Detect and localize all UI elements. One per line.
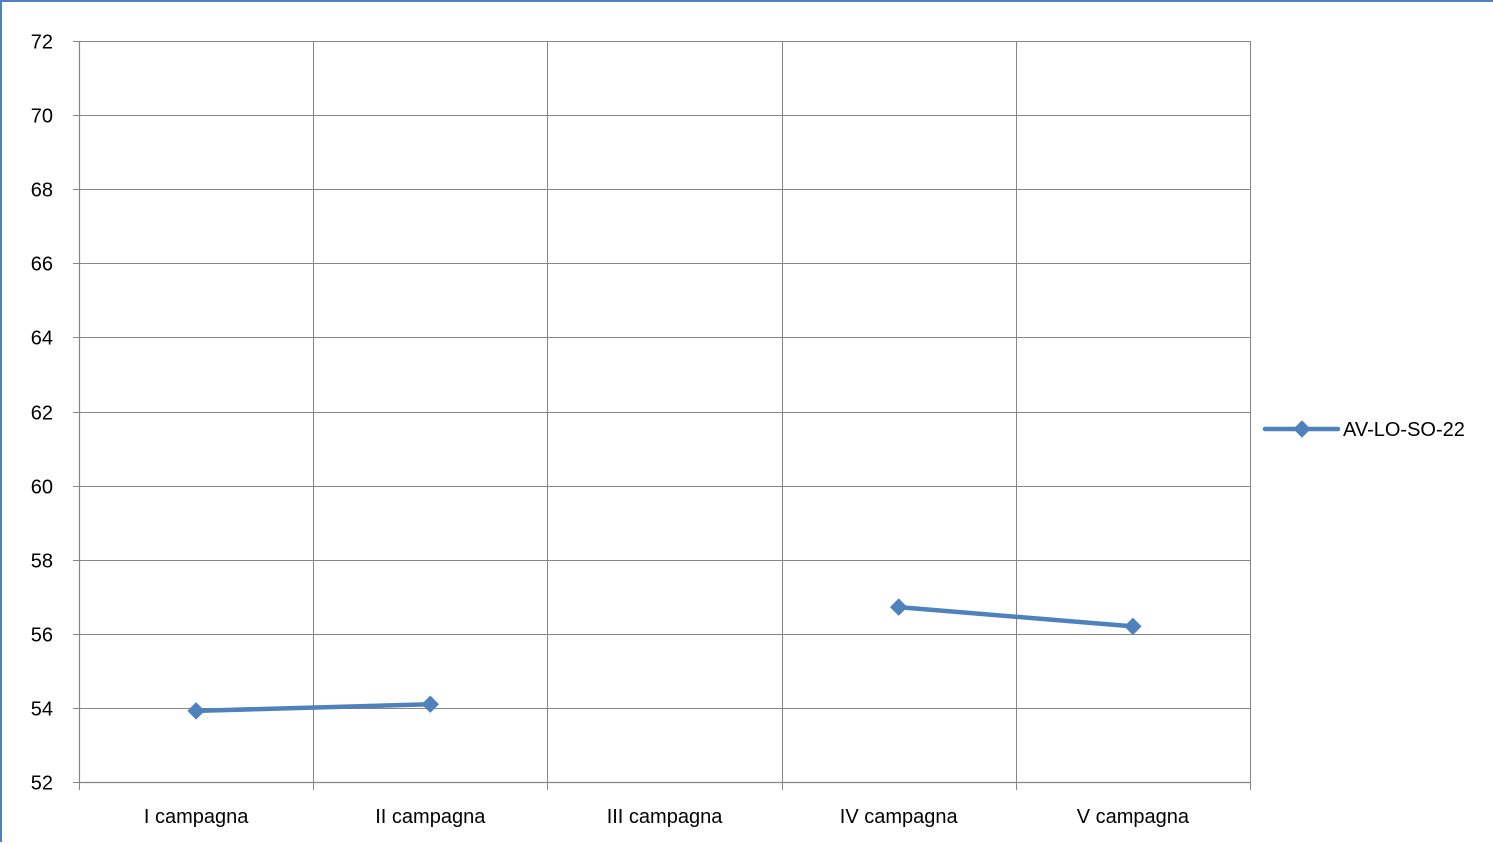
y-tick-label: 70: [31, 106, 53, 128]
y-tick-label: 72: [31, 32, 53, 54]
axes: [78, 41, 1250, 784]
data-point-marker: [889, 598, 908, 616]
x-tick-label: V campagna: [1077, 806, 1190, 828]
series-lines: [193, 604, 1136, 714]
data-point-marker: [1124, 617, 1142, 636]
y-tick-label: 66: [31, 254, 53, 276]
x-tick-label: I campagna: [144, 806, 249, 828]
gridlines: [73, 41, 1251, 790]
y-tick-label: 60: [31, 477, 53, 499]
y-tick-label: 68: [31, 180, 53, 202]
data-point-marker: [187, 702, 205, 720]
x-tick-label: III campagna: [607, 806, 724, 828]
x-tick-label: II campagna: [375, 806, 486, 828]
y-tick-label: 62: [31, 403, 53, 425]
legend-label: AV-LO-SO-22: [1343, 419, 1465, 441]
y-tick-label: 64: [31, 328, 53, 350]
legend-marker: [1293, 420, 1311, 438]
series-line-segment: [896, 604, 1136, 629]
series-line-segment: [193, 701, 433, 714]
y-tick-label: 54: [31, 699, 53, 721]
data-points: [187, 598, 1142, 720]
x-tick-label: IV campagna: [840, 806, 959, 828]
y-tick-labels: 52 54 56 58 60 62 64 66 68 70 72: [31, 32, 53, 795]
legend: AV-LO-SO-22: [1262, 419, 1465, 441]
x-tick-labels: I campagna II campagna III campagna IV camp…: [144, 806, 1190, 828]
y-tick-label: 56: [31, 625, 53, 647]
data-point-marker: [421, 695, 440, 713]
y-tick-label: 52: [31, 773, 53, 795]
y-tick-label: 58: [31, 551, 53, 573]
